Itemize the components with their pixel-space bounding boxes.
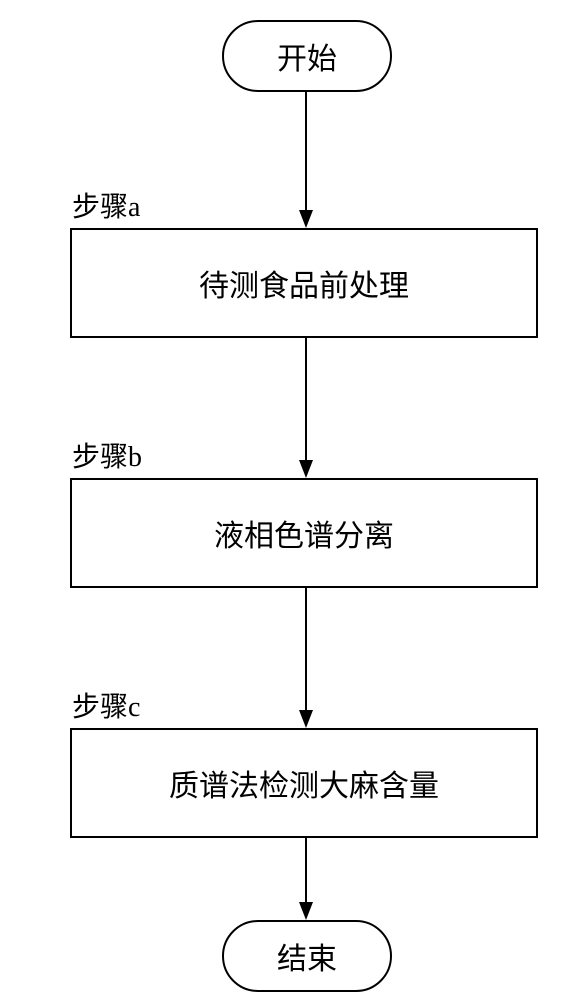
flowchart-canvas: 开始 步骤a 待测食品前处理 步骤b 液相色谱分离 步骤c 质谱法检测大麻含量 [0, 0, 570, 1000]
terminal-end-label: 结束 [277, 934, 337, 978]
terminal-end: 结束 [222, 920, 392, 992]
edge-c-end [0, 0, 570, 1000]
